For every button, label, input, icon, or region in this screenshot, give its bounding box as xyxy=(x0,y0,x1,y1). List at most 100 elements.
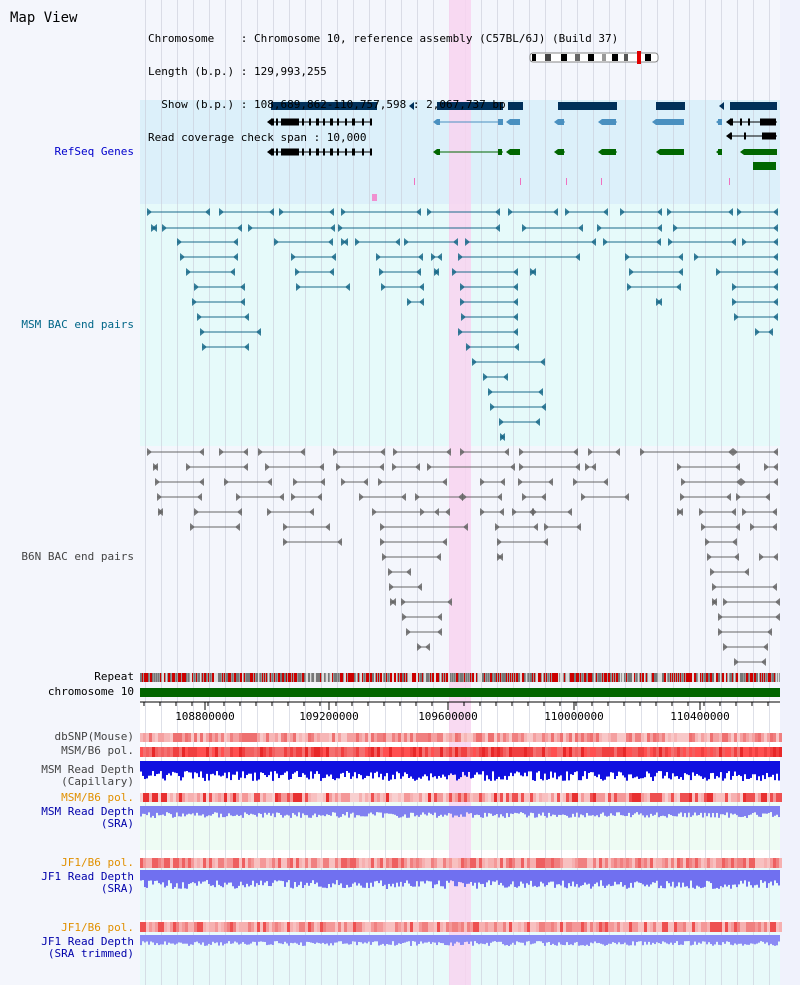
repeat-mark xyxy=(750,673,752,682)
strip-cell xyxy=(320,922,323,932)
strip-cell xyxy=(167,793,170,802)
strip-cell xyxy=(392,733,395,742)
depth-bar xyxy=(768,870,770,884)
depth-bar xyxy=(580,870,582,886)
bac-end-left xyxy=(296,283,301,291)
strip-cell xyxy=(293,858,296,868)
strip-cell xyxy=(164,747,167,757)
depth-bar xyxy=(764,806,766,814)
bac-end-right xyxy=(513,268,518,276)
depth-bar xyxy=(624,761,626,778)
strip-cell xyxy=(182,793,185,802)
strip-cell xyxy=(575,793,578,802)
strip-cell xyxy=(308,747,311,757)
strip-cell xyxy=(734,858,737,868)
strip-cell xyxy=(779,922,782,932)
depth-bar xyxy=(568,935,570,945)
track-label-b6n-bac[interactable]: B6N BAC end pairs xyxy=(21,550,134,563)
strip-cell xyxy=(623,747,626,757)
strip-cell xyxy=(572,733,575,742)
depth-bar xyxy=(240,806,242,816)
strip-cell xyxy=(404,793,407,802)
depth-bar xyxy=(738,806,740,817)
repeat-mark xyxy=(554,673,556,682)
depth-bar xyxy=(350,761,352,779)
depth-bar xyxy=(550,806,552,817)
depth-bar xyxy=(714,870,716,889)
bac-end-left xyxy=(265,463,270,471)
repeat-mark xyxy=(766,673,767,682)
depth-bar xyxy=(698,806,700,816)
depth-bar xyxy=(504,870,506,888)
bac-end-right xyxy=(773,283,778,291)
depth-bar xyxy=(708,870,710,882)
repeat-mark xyxy=(724,673,726,682)
bac-end-right xyxy=(657,224,662,232)
repeat-mark xyxy=(736,673,738,682)
depth-bar xyxy=(188,761,190,773)
repeat-mark xyxy=(266,673,267,682)
bac-end-right xyxy=(153,463,158,471)
strip-cell xyxy=(677,858,680,868)
depth-bar xyxy=(414,935,416,942)
strip-cell xyxy=(335,793,338,802)
depth-bar xyxy=(520,870,522,882)
strip-cell xyxy=(425,747,428,757)
depth-bar xyxy=(170,870,172,884)
strip-cell xyxy=(248,858,251,868)
track-label-msm-bac[interactable]: MSM BAC end pairs xyxy=(21,318,134,331)
strip-cell xyxy=(728,922,731,932)
strip-cell xyxy=(560,733,563,742)
depth-bar xyxy=(154,870,156,881)
repeat-mark xyxy=(168,673,170,682)
gene-arrow xyxy=(409,102,414,110)
strip-cell xyxy=(275,793,278,802)
strip-cell xyxy=(143,733,146,742)
depth-bar xyxy=(350,935,352,945)
strip-cell xyxy=(356,747,359,757)
depth-bar xyxy=(150,870,152,881)
depth-bar xyxy=(204,806,206,818)
depth-bar xyxy=(584,870,586,883)
depth-bar xyxy=(446,806,448,816)
strip-cell xyxy=(302,858,305,868)
repeat-mark xyxy=(210,673,211,682)
strip-cell xyxy=(704,858,707,868)
jf1-depth-sra xyxy=(140,870,780,889)
strip-cell xyxy=(389,747,392,757)
bac-end-right xyxy=(763,643,768,651)
strip-cell xyxy=(713,793,716,802)
depth-bar xyxy=(302,806,304,814)
depth-bar xyxy=(630,761,632,775)
strip-cell xyxy=(686,747,689,757)
strip-cell xyxy=(173,793,176,802)
depth-bar xyxy=(352,870,354,884)
strip-cell xyxy=(263,922,266,932)
repeat-mark xyxy=(516,673,518,682)
track-label-refseq[interactable]: RefSeq Genes xyxy=(54,145,134,158)
strip-cell xyxy=(518,858,521,868)
depth-bar xyxy=(528,806,530,816)
depth-bar xyxy=(568,806,570,818)
repeat-mark xyxy=(630,673,632,682)
depth-bar xyxy=(604,806,606,816)
bac-end-left xyxy=(200,328,205,336)
repeat-mark xyxy=(418,673,419,682)
strip-cell xyxy=(671,747,674,757)
depth-bar xyxy=(506,806,508,814)
bac-end-right xyxy=(240,298,245,306)
depth-bar xyxy=(196,870,198,886)
depth-bar xyxy=(728,935,730,942)
depth-bar xyxy=(406,761,408,774)
depth-bar xyxy=(442,806,444,817)
depth-bar xyxy=(222,806,224,818)
repeat-mark xyxy=(542,673,543,682)
depth-bar xyxy=(276,870,278,882)
depth-bar xyxy=(320,761,322,781)
repeat-mark xyxy=(648,673,650,682)
bac-end-left xyxy=(291,493,296,501)
strip-cell xyxy=(650,747,653,757)
depth-bar xyxy=(244,806,246,813)
jf1-depth-trimmed xyxy=(140,935,780,946)
